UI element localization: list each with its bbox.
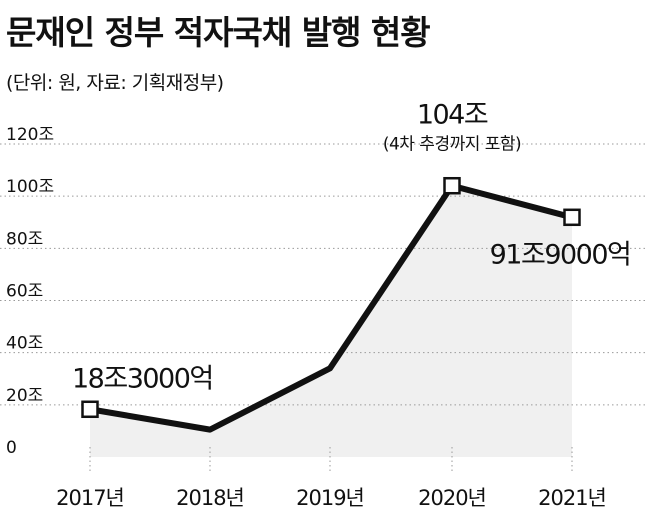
data-label: 18조3000억 [72, 363, 213, 394]
data-point-marker [563, 208, 581, 227]
x-tick-label: 2018년 [176, 486, 244, 510]
y-tick-label: 60조 [6, 282, 43, 302]
area-fill [90, 185, 572, 457]
y-tick-label: 40조 [6, 334, 43, 354]
y-tick-label: 80조 [6, 229, 43, 249]
x-tick-label: 2017년 [56, 486, 124, 510]
y-tick-label: 0 [6, 438, 17, 458]
data-label: 91조9000억 [490, 239, 631, 270]
x-tick-label: 2019년 [296, 486, 364, 510]
y-tick-label: 20조 [6, 386, 43, 406]
data-point-marker [81, 400, 99, 419]
x-tick-label: 2021년 [538, 486, 606, 510]
data-label-note: (4차 추경까지 포함) [383, 135, 521, 155]
series-line [87, 182, 575, 433]
chart-title: 문재인 정부 적자국채 발행 현황 [6, 13, 431, 52]
y-tick-label: 120조 [6, 125, 54, 145]
chart-subtitle: (단위: 원, 자료: 기획재정부) [6, 72, 224, 94]
x-tick-label: 2020년 [418, 486, 486, 510]
data-label: 104조 [417, 100, 488, 131]
y-tick-label: 100조 [6, 177, 54, 197]
data-point-marker [443, 176, 461, 195]
